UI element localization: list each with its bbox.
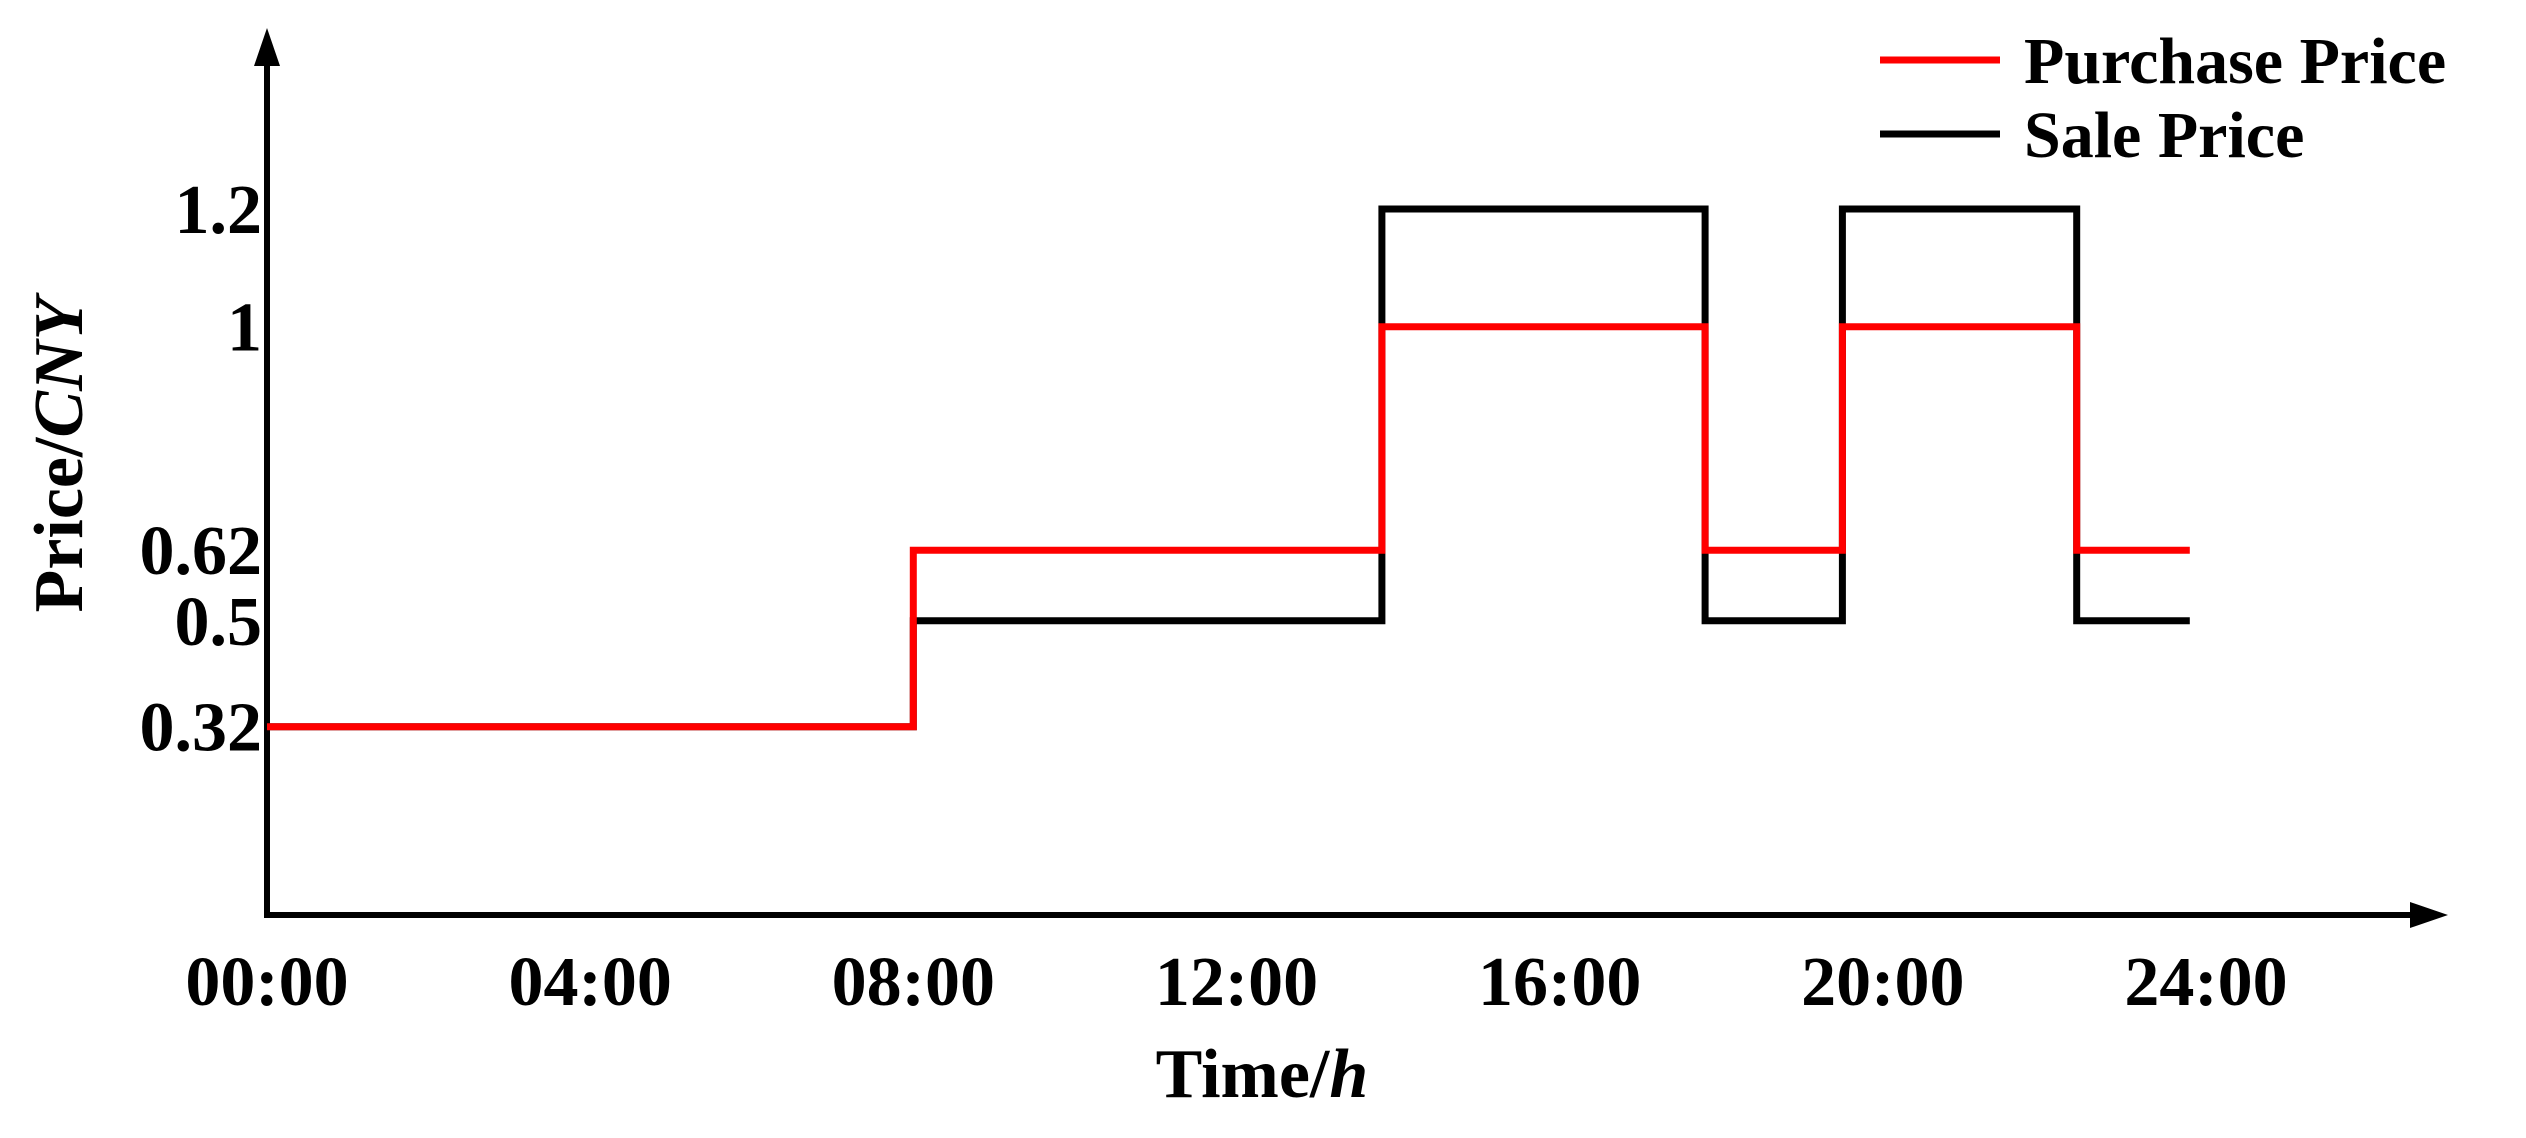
x-tick-label: 08:00 — [832, 944, 995, 1021]
axes — [254, 28, 2448, 928]
y-axis-title-text: Price/ — [21, 436, 98, 612]
series-lines — [267, 205, 2190, 731]
y-axis-title: Price/CNY — [21, 291, 98, 612]
x-axis-arrow — [2410, 902, 2448, 928]
series-line-sale-price — [267, 205, 2190, 731]
y-tick-label: 1.2 — [175, 172, 263, 249]
legend: Purchase Price Sale Price — [1880, 25, 2446, 172]
series-line-purchase-price — [267, 323, 2190, 731]
x-axis-unit: h — [1329, 1036, 1368, 1113]
y-axis-arrow — [254, 28, 280, 66]
y-axis-unit: CNY — [21, 291, 98, 437]
x-tick-label: 24:00 — [2124, 944, 2287, 1021]
x-tick-label: 00:00 — [185, 944, 348, 1021]
x-tick-label: 04:00 — [509, 944, 672, 1021]
x-axis-title: Time/h — [1156, 1036, 1369, 1113]
x-tick-labels: 00:00 04:00 08:00 12:00 16:00 20:00 24:00 — [185, 944, 2287, 1021]
y-tick-label: 1 — [227, 290, 262, 367]
y-tick-label: 0.32 — [140, 690, 263, 767]
legend-label-sale: Sale Price — [2024, 99, 2304, 172]
x-axis-title-text: Time/ — [1156, 1036, 1331, 1113]
x-tick-label: 16:00 — [1478, 944, 1641, 1021]
y-tick-label: 0.5 — [175, 584, 263, 661]
y-tick-labels: 0.32 0.50.62 1 1.2 — [140, 172, 263, 767]
legend-label-purchase: Purchase Price — [2024, 25, 2446, 98]
y-tick-label: 0.62 — [140, 513, 263, 590]
x-tick-label: 20:00 — [1801, 944, 1964, 1021]
x-tick-label: 12:00 — [1155, 944, 1318, 1021]
